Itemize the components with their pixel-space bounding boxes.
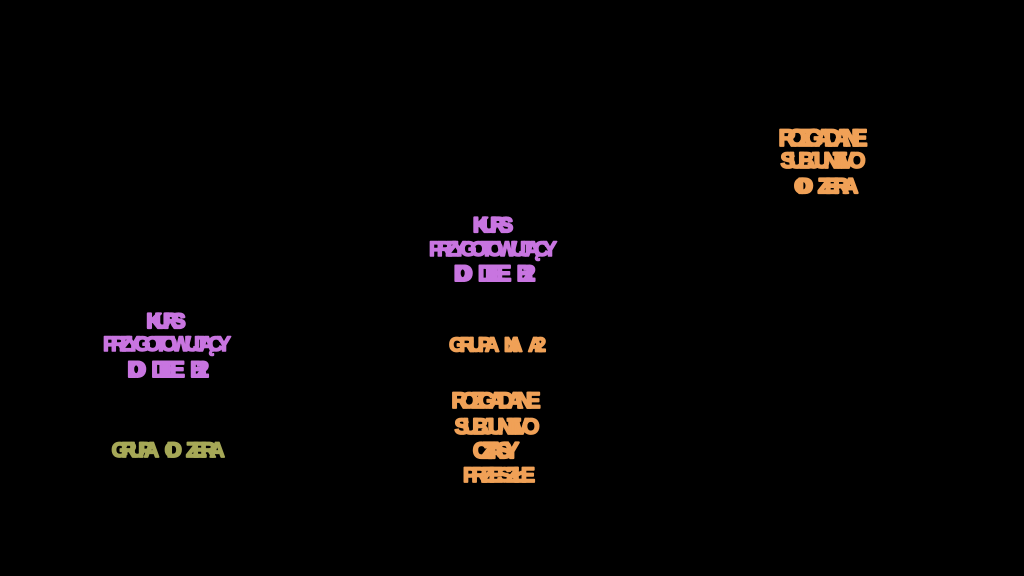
- svg-text:SUBJUNTIVO: SUBJUNTIVO: [781, 148, 866, 173]
- svg-text:DELE: DELE: [152, 357, 185, 382]
- svg-text:GRUPA: GRUPA: [112, 439, 160, 462]
- svg-text:DO: DO: [127, 357, 146, 382]
- svg-text:PRZYGOTOWUJĄCY: PRZYGOTOWUJĄCY: [103, 333, 231, 356]
- svg-text:SUBJUNTIVO: SUBJUNTIVO: [455, 414, 540, 439]
- svg-text:B2: B2: [517, 261, 536, 286]
- svg-text:ROZGADANE: ROZGADANE: [452, 388, 541, 413]
- svg-text:ZERA: ZERA: [186, 439, 225, 462]
- svg-text:OD: OD: [794, 175, 813, 198]
- svg-text:ROZGADANE: ROZGADANE: [779, 125, 868, 152]
- svg-text:GRUPA: GRUPA: [449, 335, 499, 357]
- svg-text:NA: NA: [504, 335, 522, 357]
- svg-text:OD: OD: [165, 439, 182, 462]
- svg-text:DO: DO: [454, 261, 473, 286]
- svg-text:KURS: KURS: [473, 214, 513, 237]
- svg-text:DELE: DELE: [478, 261, 511, 286]
- svg-text:PRZESZŁE: PRZESZŁE: [463, 464, 535, 487]
- svg-text:ZERA: ZERA: [818, 175, 858, 198]
- svg-text:B2: B2: [190, 357, 209, 382]
- svg-text:PRZYGOTOWUJĄCY: PRZYGOTOWUJĄCY: [429, 238, 557, 261]
- svg-text:KURS: KURS: [147, 310, 186, 333]
- svg-text:CZASY: CZASY: [473, 438, 519, 463]
- svg-text:A2: A2: [528, 335, 546, 357]
